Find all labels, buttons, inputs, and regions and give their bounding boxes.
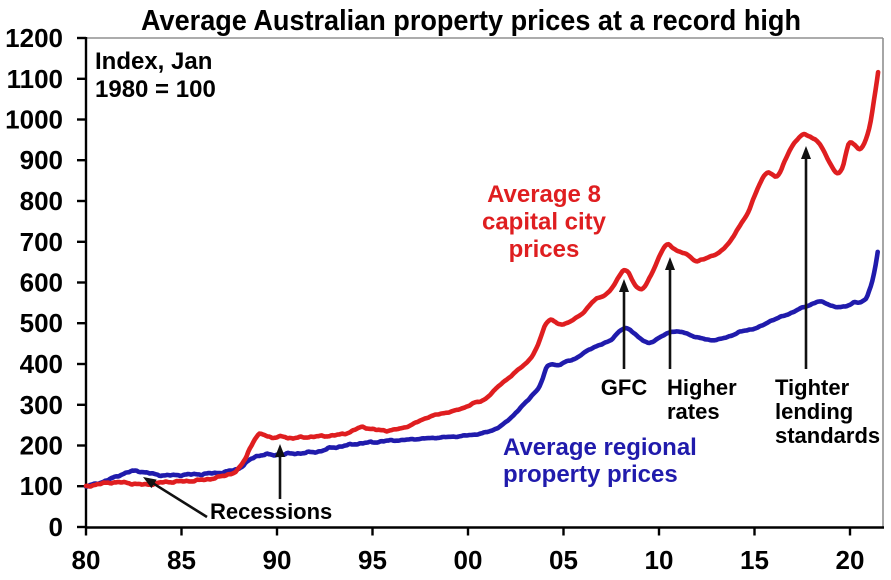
svg-text:0: 0	[49, 512, 63, 542]
svg-text:Higher: Higher	[667, 375, 737, 400]
svg-text:1100: 1100	[7, 64, 63, 94]
svg-text:1980 = 100: 1980 = 100	[95, 76, 216, 103]
svg-text:900: 900	[20, 145, 63, 175]
svg-text:capital city: capital city	[482, 209, 607, 236]
svg-text:500: 500	[20, 308, 63, 338]
svg-text:700: 700	[20, 227, 63, 257]
svg-text:lending: lending	[775, 399, 853, 424]
svg-text:100: 100	[20, 471, 63, 501]
svg-text:prices: prices	[509, 236, 580, 263]
svg-text:standards: standards	[775, 423, 880, 448]
svg-text:800: 800	[20, 186, 63, 216]
svg-text:00: 00	[454, 545, 483, 575]
svg-text:Recessions: Recessions	[210, 499, 332, 524]
svg-text:1000: 1000	[5, 105, 63, 135]
svg-text:200: 200	[20, 431, 63, 461]
svg-text:Tighter: Tighter	[775, 375, 850, 400]
svg-text:10: 10	[645, 545, 674, 575]
svg-text:80: 80	[72, 545, 101, 575]
svg-text:85: 85	[167, 545, 196, 575]
svg-text:Index, Jan: Index, Jan	[95, 48, 212, 75]
svg-text:20: 20	[836, 545, 865, 575]
svg-text:05: 05	[549, 545, 578, 575]
svg-text:600: 600	[20, 268, 63, 298]
svg-text:1200: 1200	[5, 23, 63, 53]
svg-text:Average Australian property pr: Average Australian property prices at a …	[141, 5, 801, 37]
svg-text:95: 95	[358, 545, 387, 575]
svg-text:15: 15	[740, 545, 769, 575]
svg-text:property prices: property prices	[503, 461, 678, 488]
svg-text:GFC: GFC	[601, 375, 648, 400]
svg-text:rates: rates	[667, 399, 720, 424]
svg-text:Average 8: Average 8	[487, 181, 601, 208]
svg-text:300: 300	[20, 390, 63, 420]
svg-text:Average regional: Average regional	[503, 434, 697, 461]
svg-text:90: 90	[263, 545, 292, 575]
svg-text:400: 400	[20, 349, 63, 379]
